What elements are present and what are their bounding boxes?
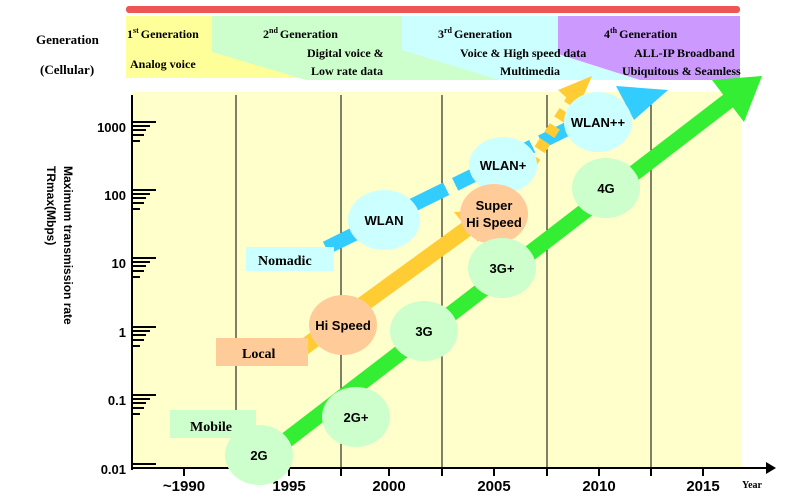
gen-3-desc-line1: Voice & High speed data <box>460 46 586 60</box>
node-wlan-plus <box>469 137 537 193</box>
nomadic-label: Nomadic <box>258 254 312 269</box>
node-3g-plus-label: 3G+ <box>490 261 515 276</box>
node-2g-plus-label: 2G+ <box>344 410 369 425</box>
generation-bands <box>126 16 740 80</box>
node-wlan-plus-plus <box>564 92 632 152</box>
top-red-bar <box>126 6 740 13</box>
y-axis-label-line2: TRmax(Mbps) <box>44 166 58 245</box>
y-axis-ticks <box>132 121 156 465</box>
x-tick-1995: 1995 <box>272 478 305 495</box>
gen-4-desc-line1: ALL-IP Broadband <box>634 46 735 60</box>
node-super-hi-speed <box>460 184 528 244</box>
gen-3-title: 3rd Generation <box>438 26 512 41</box>
node-wlan-plus-label: WLAN+ <box>480 158 527 173</box>
gen-3-band <box>402 16 640 80</box>
y-axis-label-line1: Maximum transmission rate <box>61 166 75 325</box>
x-axis-arrowhead <box>766 462 776 474</box>
y-tick-0-1: 0.1 <box>108 393 126 408</box>
x-tick-1990: ~1990 <box>163 478 205 495</box>
gen-2-desc-line2: Low rate data <box>311 64 383 78</box>
node-4g <box>572 158 640 218</box>
y-tick-10: 10 <box>112 256 126 271</box>
gen-4-desc-line2: Ubiquitous & Seamless <box>622 64 741 78</box>
node-3g-label: 3G <box>415 324 432 339</box>
x-tick-2010: 2010 <box>582 478 615 495</box>
gen-1-title: 1st Generation <box>127 26 199 41</box>
x-axis-label: Year <box>742 480 763 491</box>
gen-1-desc: Analog voice <box>130 57 196 71</box>
mobile-label: Mobile <box>190 420 232 435</box>
cellular-heading: (Cellular) <box>40 62 94 77</box>
node-3g <box>390 301 458 361</box>
node-2g-plus <box>322 387 390 447</box>
generation-heading: Generation <box>36 32 100 47</box>
x-tick-2005: 2005 <box>477 478 510 495</box>
nomadic-label-box <box>246 247 334 271</box>
node-3g-plus <box>468 238 536 298</box>
node-hi-speed <box>309 295 377 355</box>
node-hi-speed-label: Hi Speed <box>315 318 371 333</box>
local-label-box <box>216 338 308 366</box>
gen-3-desc-line2: Multimedia <box>500 64 560 78</box>
local-label: Local <box>242 347 276 362</box>
gen-4-title: 4th Generation <box>604 26 677 41</box>
gen-4-band <box>558 16 740 80</box>
gen-2-band <box>212 16 500 80</box>
node-super-label-line2: Hi Speed <box>466 215 522 230</box>
node-wlan <box>348 190 420 250</box>
y-tick-1000: 1000 <box>97 120 126 135</box>
node-wlan-plus-plus-label: WLAN++ <box>571 115 626 130</box>
node-4g-label: 4G <box>597 181 614 196</box>
plot-area <box>132 92 742 468</box>
y-tick-0-01: 0.01 <box>101 462 126 477</box>
x-tick-2000: 2000 <box>372 478 405 495</box>
node-wlan-label: WLAN <box>365 213 404 228</box>
node-2g <box>225 425 293 485</box>
x-tick-2015: 2015 <box>686 478 719 495</box>
y-tick-1: 1 <box>119 325 126 340</box>
y-tick-100: 100 <box>104 188 126 203</box>
gen-1-band <box>126 16 306 78</box>
gen-2-title: 2nd Generation <box>263 26 338 41</box>
gen-2-desc-line1: Digital voice & <box>307 46 384 60</box>
node-2g-label: 2G <box>250 448 267 463</box>
node-super-label-line1: Super <box>476 198 513 213</box>
